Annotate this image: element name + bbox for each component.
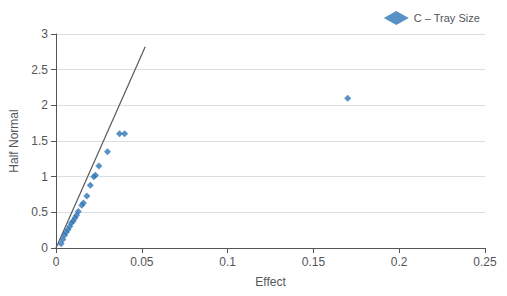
svg-text:0.15: 0.15 — [302, 255, 326, 269]
svg-text:0: 0 — [41, 241, 48, 255]
svg-text:3: 3 — [41, 27, 48, 41]
svg-text:0.5: 0.5 — [31, 205, 48, 219]
svg-text:Half Normal: Half Normal — [7, 109, 21, 172]
svg-text:2.5: 2.5 — [31, 63, 48, 77]
svg-text:Effect: Effect — [255, 275, 286, 289]
svg-text:0: 0 — [53, 255, 60, 269]
svg-text:2: 2 — [41, 98, 48, 112]
svg-text:1: 1 — [41, 170, 48, 184]
svg-text:1.5: 1.5 — [31, 134, 48, 148]
svg-text:0.1: 0.1 — [219, 255, 236, 269]
svg-text:0.05: 0.05 — [130, 255, 154, 269]
svg-text:0.2: 0.2 — [391, 255, 408, 269]
svg-text:C – Tray Size: C – Tray Size — [414, 12, 480, 24]
svg-text:0.25: 0.25 — [473, 255, 497, 269]
